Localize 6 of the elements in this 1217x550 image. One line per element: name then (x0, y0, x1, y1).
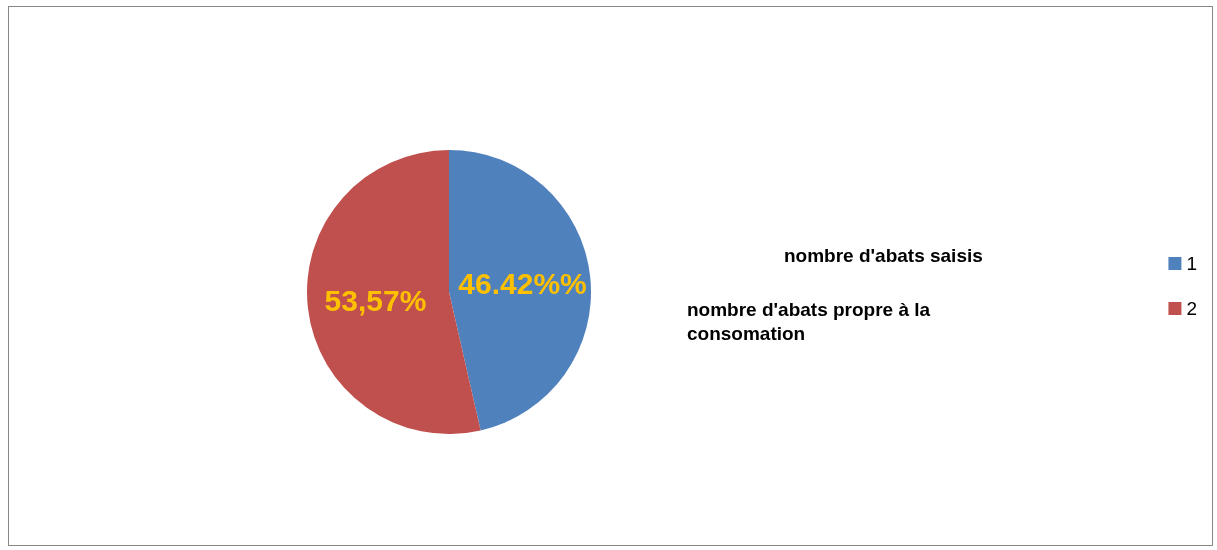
text: nombre d'abats propre à la consomation (687, 298, 936, 344)
data-label: 46.42%% (458, 267, 587, 301)
text: nombre d'abats saisis (784, 244, 983, 266)
data-label: 53,57% (324, 283, 427, 317)
legend-label: 2 (1186, 298, 1198, 319)
legend-label: 1 (1186, 253, 1198, 274)
